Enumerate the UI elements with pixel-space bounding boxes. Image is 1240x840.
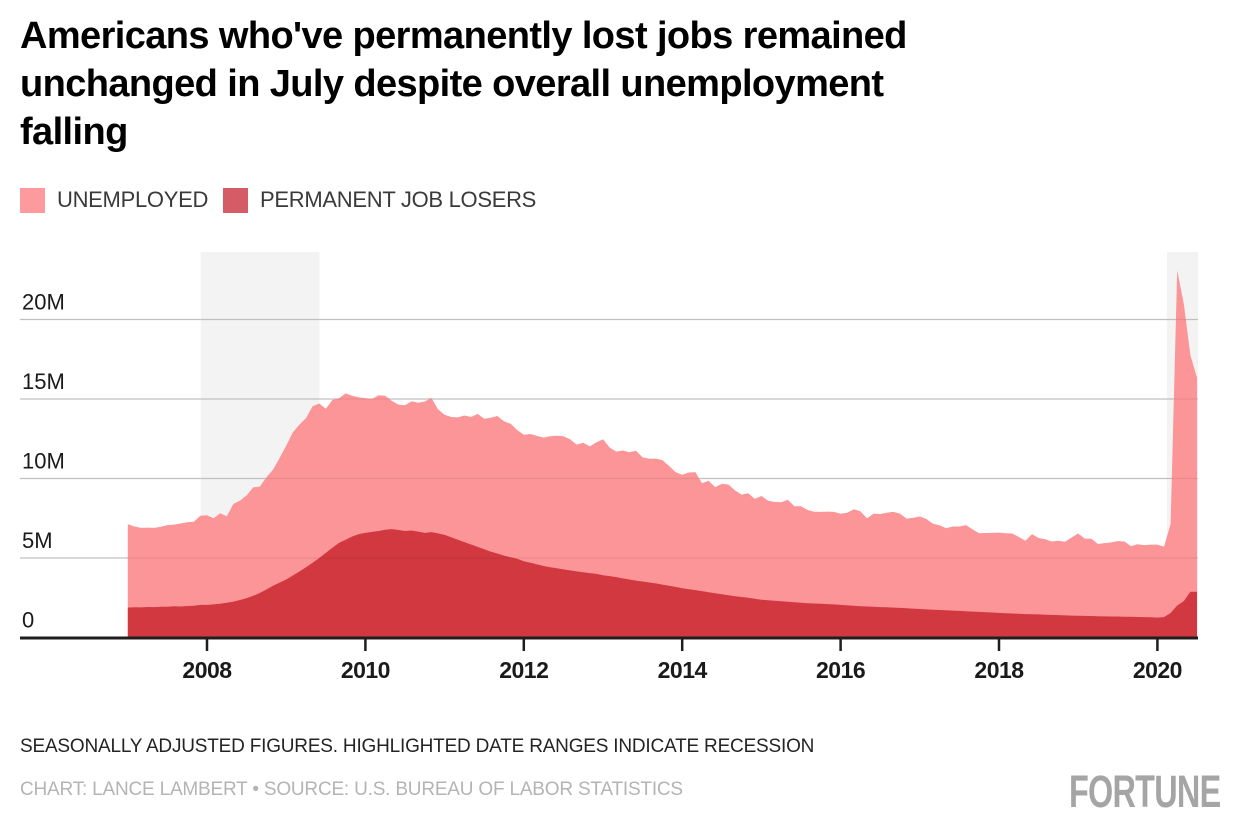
y-axis-tick-label: 10M xyxy=(22,449,65,474)
headline-line-1: Americans who've permanently lost jobs r… xyxy=(20,15,907,57)
permanent-job-losers-swatch xyxy=(223,187,249,213)
legend-label-unemployed: UNEMPLOYED xyxy=(57,187,209,212)
x-axis-tick-label: 2012 xyxy=(499,657,548,683)
unemployment-area-chart: 0 5M 10M 15M 20M 2008 2010 2012 2014 2016 2018 2020 xyxy=(20,252,1198,683)
x-axis-tick-label: 2008 xyxy=(182,657,232,683)
chart-legend: UNEMPLOYED PERMANENT JOB LOSERS xyxy=(20,187,536,213)
headline-line-3: falling xyxy=(20,111,128,153)
x-axis-tick-label: 2020 xyxy=(1133,657,1182,683)
unemployed-swatch xyxy=(20,187,45,213)
x-axis-tick-label: 2016 xyxy=(816,657,865,683)
footnote: SEASONALLY ADJUSTED FIGURES. HIGHLIGHTED… xyxy=(20,736,815,757)
legend-label-permanent-job-losers: PERMANENT JOB LOSERS xyxy=(260,187,537,212)
x-axis-tick-label: 2018 xyxy=(974,657,1024,683)
legend-item-permanent-job-losers: PERMANENT JOB LOSERS xyxy=(223,187,536,213)
source-credit: CHART: LANCE LAMBERT • SOURCE: U.S. BURE… xyxy=(20,779,683,800)
headline-line-2: unchanged in July despite overall unempl… xyxy=(20,63,884,105)
x-axis-tick-label: 2014 xyxy=(658,657,708,683)
fortune-logo: FORTUNE xyxy=(1068,766,1220,817)
y-axis-tick-label: 5M xyxy=(22,528,53,553)
legend-item-unemployed: UNEMPLOYED xyxy=(20,187,208,213)
x-axis-tick-label: 2010 xyxy=(341,657,390,683)
chart-headline: Americans who've permanently lost jobs r… xyxy=(20,12,1200,156)
y-axis-tick-label: 15M xyxy=(22,369,65,394)
y-axis-tick-label: 20M xyxy=(22,290,65,315)
area-permanent-job-losers xyxy=(127,529,1197,638)
y-axis-tick-label: 0 xyxy=(22,608,34,633)
